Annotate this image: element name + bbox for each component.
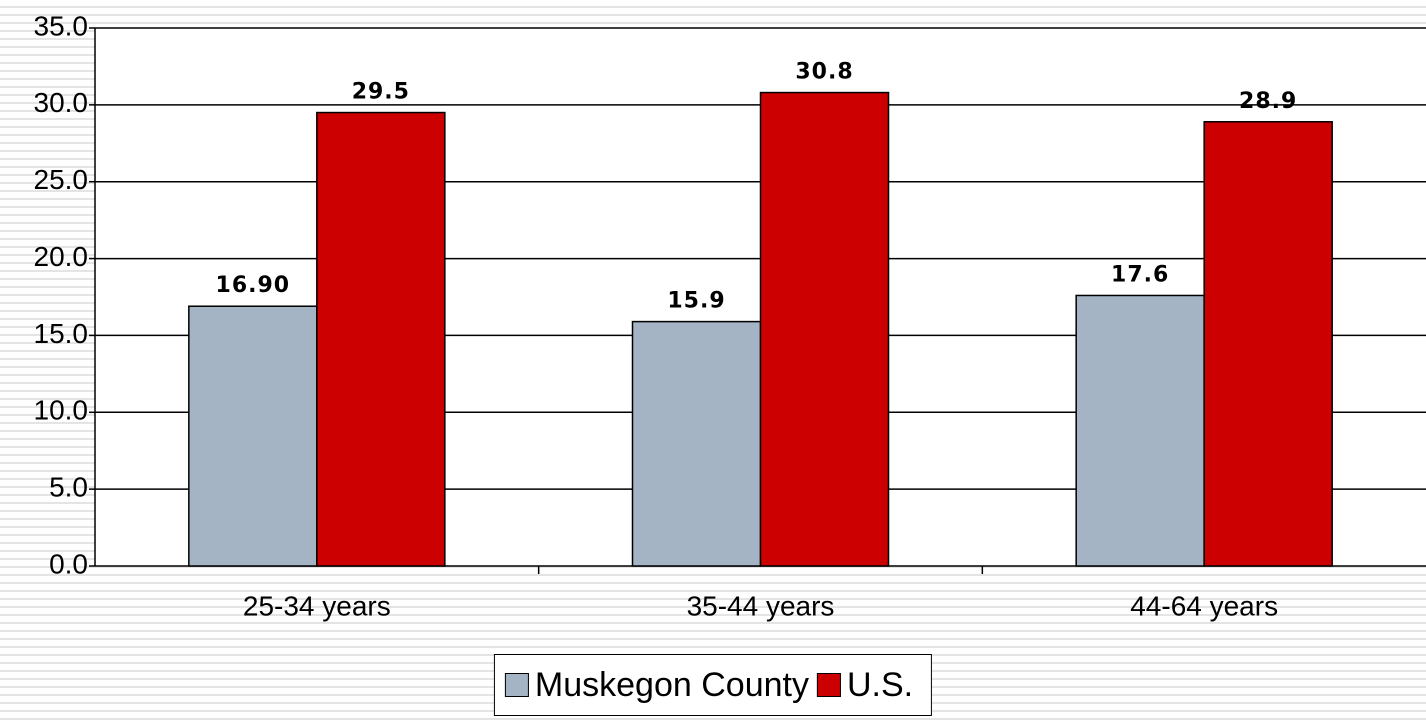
value-label: 30.8 [795,60,853,85]
value-label: 16.90 [216,273,291,298]
y-tick-label: 0.0 [49,548,88,579]
value-label: 17.6 [1111,262,1169,287]
x-tick-label: 35-44 years [687,590,835,621]
bar [1075,294,1205,567]
bar [759,91,890,567]
value-label: 28.9 [1239,89,1297,114]
bar [316,111,446,567]
legend-item: Muskegon County [504,665,809,705]
y-tick-label: 15.0 [34,318,89,349]
bar [631,320,762,567]
y-tick-label: 25.0 [34,164,89,195]
x-tick-label: 44-64 years [1130,590,1278,621]
y-tick-label: 20.0 [34,241,89,272]
legend-swatch [816,673,841,697]
bar [1203,121,1333,567]
legend: Muskegon County U.S. [493,654,933,716]
y-tick-label: 10.0 [34,395,89,426]
chart: 0.0 5.0 10.0 15.0 20.0 25.0 30.0 35.0 25-34 year… [34,10,1426,621]
legend-swatch [504,673,529,697]
bar [188,305,318,567]
value-label: 29.5 [352,80,410,105]
y-tick-label: 35.0 [34,10,89,41]
value-label: 15.9 [667,289,725,314]
legend-label: Muskegon County [534,665,809,704]
legend-item: U.S. [816,665,914,705]
x-tick-label: 25-34 years [243,590,391,621]
legend-label: U.S. [846,665,914,704]
y-tick-label: 5.0 [49,472,88,503]
y-tick-label: 30.0 [34,87,89,118]
